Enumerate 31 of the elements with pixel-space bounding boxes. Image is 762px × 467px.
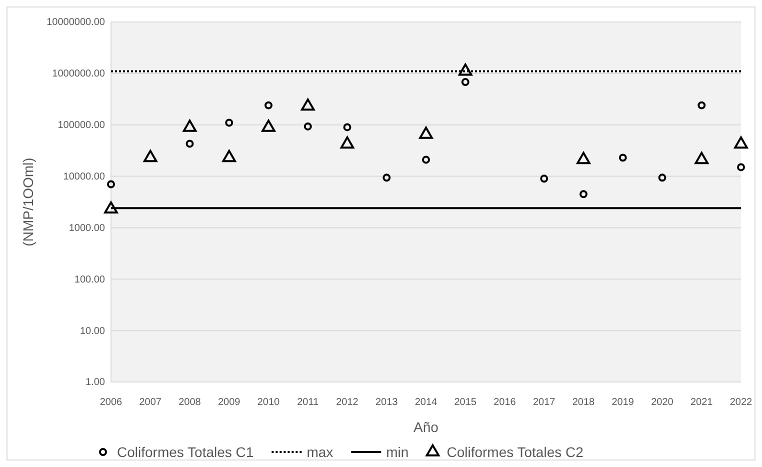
x-tick-label: 2018 <box>572 397 596 408</box>
x-tick-label: 2016 <box>494 397 516 408</box>
y-tick-label: 100000.00 <box>58 120 106 132</box>
x-tick-label: 2015 <box>454 397 477 408</box>
y-tick-label: 100.00 <box>74 274 106 286</box>
y-axis-title: (NMP/1OOml) <box>20 158 36 246</box>
x-tick-label: 2011 <box>297 397 320 408</box>
y-tick-label: 10000000.00 <box>46 17 106 28</box>
x-tick-label: 2006 <box>100 397 123 408</box>
x-tick-label: 2010 <box>257 397 280 408</box>
x-tick-label: 2007 <box>139 397 162 408</box>
legend-label: max <box>306 444 334 460</box>
y-tick-label: 1000.00 <box>68 222 106 234</box>
x-tick-label: 2022 <box>730 397 753 408</box>
x-tick-label: 2009 <box>218 397 241 408</box>
x-tick-label: 2017 <box>533 397 556 408</box>
x-tick-label: 2020 <box>651 397 674 408</box>
legend-label: Coliformes Totales C1 <box>117 444 254 460</box>
legend-label: min <box>386 444 409 460</box>
y-tick-label: 1000000.00 <box>52 68 106 80</box>
y-tick-label: 1.00 <box>86 377 106 388</box>
x-tick-label: 2014 <box>414 397 438 408</box>
legend-label: Coliformes Totales C2 <box>446 444 584 460</box>
y-tick-label: 10000.00 <box>63 171 106 182</box>
x-axis-title: Año <box>414 419 439 435</box>
y-tick-label: 10.00 <box>80 326 106 337</box>
x-tick-label: 2013 <box>376 397 398 408</box>
x-tick-label: 2012 <box>336 397 359 408</box>
x-tick-label: 2021 <box>690 397 714 408</box>
x-tick-label: 2019 <box>612 397 634 408</box>
x-tick-label: 2008 <box>178 397 202 408</box>
